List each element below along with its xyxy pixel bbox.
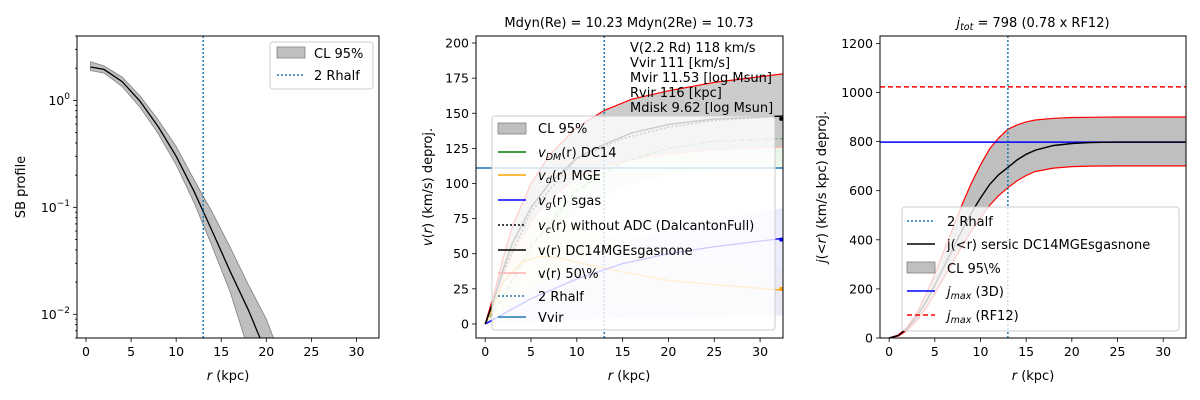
p3-ytick-label-4: 800 [849,134,873,149]
p2-x-ticks: 0 5 10 15 20 25 30 [481,338,768,359]
p3-legend-box [901,206,1180,332]
p3-xtick-label-4: 20 [1064,344,1080,359]
p2-legend-label-7: 2 Rhalf [538,290,584,305]
p2-xtick-label-3: 15 [615,344,631,359]
p2-frame [475,35,784,339]
p2-ytick-label-1: 25 [453,281,469,296]
p2-legend-label-4: vc(r) without ADC (DalcantonFull) [538,219,754,236]
p1-legend-label-1: 2 Rhalf [314,69,360,84]
p2-ylabel: v(r) (km/s) deproj. [421,128,436,246]
p1-xtick-label-0: 0 [82,344,90,359]
p3-ytick-label-2: 400 [849,232,873,247]
p1-ytick-label-0: 10−2 [41,306,70,322]
p1-legend-swatch-band [276,46,306,59]
p2-legend-label-3: vg(r) sgas [538,194,601,211]
p3-xtick-label-3: 15 [1018,344,1034,359]
p2-xtick-label-2: 10 [569,344,585,359]
p1-x-ticks: 0 5 10 15 20 25 30 [82,338,364,359]
p2-xtick-label-1: 5 [527,344,535,359]
p1-ytick-label-1: 10−1 [41,199,70,215]
p2-xtick-label-0: 0 [481,344,489,359]
p1-ytick-label-2: 100 [48,92,70,108]
p2-annot-1: Vvir 111 [km/s] [630,56,730,71]
p3-xlabel: r (kpc) [1012,369,1055,384]
p2-ytick-label-7: 175 [445,71,469,86]
p1-xtick-label-6: 30 [349,344,365,359]
p2-legend: CL 95% vDM(r) DC14 vd(r) MGE vg(r) sgas … [491,115,776,331]
panel-angular-momentum: jtot = 798 (0.78 x RF12) 0 5 10 15 20 25 30 02… [815,16,1187,384]
p1-xtick-label-1: 5 [127,344,135,359]
p3-ytick-label-6: 1200 [841,36,873,51]
p2-ytick-label-4: 100 [445,176,469,191]
p2-ytick-label-3: 75 [453,211,469,226]
p2-xtick-label-6: 30 [752,344,768,359]
p2-legend-label-6: v(r) 50\% [538,267,599,282]
p2-ytick-label-0: 0 [461,316,469,331]
p2-title: Mdyn(Re) = 10.23 Mdyn(2Re) = 10.73 [504,16,753,31]
p2-xtick-label-5: 25 [706,344,722,359]
p1-ylabel: SB profile [14,156,29,218]
p2-legend-swatch-0 [497,122,527,135]
p2-legend-label-1: vDM(r) DC14 [538,146,616,163]
p3-legend-label-3: jmax (3D) [945,285,1004,302]
p2-ytick-label-2: 50 [453,246,469,261]
p3-x-ticks: 0 5 10 15 20 25 30 [885,338,1171,359]
p1-legend-label-0: CL 95% [314,47,363,62]
p3-xtick-label-5: 25 [1110,344,1126,359]
p2-annotations: V(2.2 Rd) 118 km/s Vvir 111 [km/s] Mvir … [630,41,773,116]
p3-xtick-label-1: 5 [931,344,939,359]
p2-ytick-label-5: 125 [445,141,469,156]
p1-sb-line [90,66,261,338]
p3-ytick-label-5: 1000 [841,85,873,100]
p1-frame [76,35,380,339]
p3-ytick-label-0: 0 [865,331,873,346]
p3-ytick-label-3: 600 [849,183,873,198]
p3-legend-label-0: 2 Rhalf [947,215,993,230]
p2-annot-4: Mdisk 9.62 [log Msun] [630,101,773,116]
p3-xtick-label-2: 10 [973,344,989,359]
p1-xtick-label-2: 10 [168,344,184,359]
p2-ytick-label-6: 150 [445,106,469,121]
p2-xlabel: r (kpc) [608,369,651,384]
p2-end-marker-vtot [779,116,783,121]
p2-legend-label-2: vd(r) MGE [538,169,601,186]
p2-annot-2: Mvir 11.53 [log Msun] [630,71,772,86]
p2-ytick-label-8: 200 [445,36,469,51]
p3-legend-label-1: j(<r) sersic DC14MGEsgasnone [946,238,1150,253]
p1-ci-band [90,61,274,338]
p3-frame [879,35,1187,339]
p3-legend-swatch-2 [906,261,936,274]
p1-plot-area [90,36,274,338]
p2-legend-label-0: CL 95% [538,122,587,137]
p3-legend-label-4: jmax (RF12) [945,309,1019,326]
p2-legend-label-5: v(r) DC14MGEsgasnone [538,244,693,259]
panel-rotation-curve: Mdyn(Re) = 10.23 Mdyn(2Re) = 10.73 0 5 10 1… [421,16,784,384]
p2-end-marker-gas [779,237,783,242]
p2-y-ticks: 0 25 50 75 100 125 150 175 200 [445,36,476,331]
p2-legend-label-8: Vvir [538,311,564,326]
p3-y-ticks: 0 200 400 600 800 1000 1200 [841,36,880,346]
p3-legend-label-2: CL 95\% [947,262,1001,277]
panel-sb: 0 5 10 15 20 25 30 10−2 10−1 100 r (kpc) SB prof… [14,35,380,384]
p1-xtick-label-4: 20 [258,344,274,359]
p2-end-marker-disk [779,286,783,291]
p1-y-ticks: 10−2 10−1 100 [41,35,77,339]
p1-xtick-label-3: 15 [213,344,229,359]
p3-legend: 2 Rhalf j(<r) sersic DC14MGEsgasnone CL … [901,206,1180,332]
p3-title: jtot = 798 (0.78 x RF12) [954,16,1109,33]
p2-annot-0: V(2.2 Rd) 118 km/s [630,41,756,56]
p3-xtick-label-0: 0 [885,344,893,359]
p3-ytick-label-1: 200 [849,281,873,296]
p2-annot-3: Rvir 116 [kpc] [630,86,722,101]
p2-xtick-label-4: 20 [660,344,676,359]
p3-xtick-label-6: 30 [1155,344,1171,359]
p1-xtick-label-5: 25 [303,344,319,359]
p3-ylabel: j(<r) (km/s kpc) deproj. [815,111,830,265]
p2-legend-box [491,115,776,331]
p1-legend: CL 95% 2 Rhalf [269,41,374,90]
p1-xlabel: r (kpc) [207,369,250,384]
